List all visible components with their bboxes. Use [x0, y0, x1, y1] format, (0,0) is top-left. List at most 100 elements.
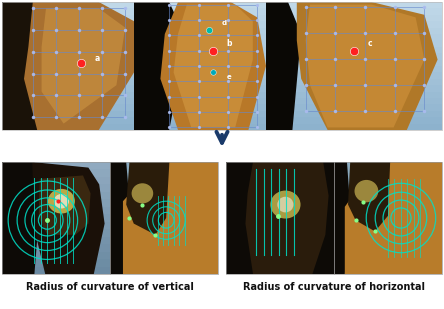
Bar — [334, 229, 442, 240]
Polygon shape — [24, 2, 134, 130]
Bar — [2, 177, 218, 184]
Polygon shape — [305, 5, 424, 127]
Bar — [2, 169, 218, 177]
Text: c: c — [367, 39, 372, 48]
Polygon shape — [160, 2, 266, 130]
Bar — [2, 21, 442, 28]
Bar — [110, 229, 218, 240]
Ellipse shape — [270, 191, 301, 218]
Bar — [2, 2, 442, 8]
Bar — [2, 214, 218, 222]
Bar — [110, 196, 218, 207]
Bar — [2, 184, 218, 192]
Polygon shape — [334, 162, 350, 274]
Bar — [226, 184, 442, 192]
Polygon shape — [126, 162, 170, 235]
Text: Radius of curvature of horizontal: Radius of curvature of horizontal — [243, 282, 425, 292]
Polygon shape — [348, 162, 390, 231]
Bar — [2, 2, 442, 130]
Bar — [226, 162, 334, 274]
Bar — [2, 91, 442, 98]
Polygon shape — [2, 162, 40, 274]
Ellipse shape — [354, 180, 378, 202]
Bar — [2, 192, 218, 199]
Bar — [226, 229, 442, 237]
Polygon shape — [110, 162, 130, 274]
Bar — [2, 162, 218, 274]
Bar — [334, 162, 442, 173]
Bar — [226, 259, 442, 267]
Bar — [2, 8, 442, 15]
Bar — [2, 15, 442, 21]
Bar — [334, 263, 442, 274]
Bar — [2, 72, 442, 79]
Polygon shape — [266, 2, 301, 130]
Bar — [226, 169, 442, 177]
Bar — [110, 252, 218, 263]
Bar — [334, 184, 442, 196]
Bar — [2, 117, 442, 124]
Text: a: a — [95, 54, 99, 63]
Ellipse shape — [278, 197, 293, 212]
Bar — [2, 104, 442, 111]
Polygon shape — [32, 162, 105, 274]
Bar — [334, 207, 442, 218]
Bar — [2, 66, 442, 72]
Bar — [2, 229, 218, 237]
Polygon shape — [174, 5, 253, 127]
Bar — [2, 60, 442, 66]
Bar — [110, 218, 218, 229]
Bar — [226, 237, 442, 244]
Bar — [2, 199, 218, 207]
Bar — [2, 40, 442, 47]
Bar — [226, 244, 442, 252]
Bar — [334, 240, 442, 252]
Ellipse shape — [54, 194, 69, 209]
Bar — [2, 28, 442, 34]
Bar — [226, 192, 442, 199]
Polygon shape — [246, 162, 329, 274]
Polygon shape — [39, 176, 91, 235]
Bar — [2, 111, 442, 117]
Bar — [2, 252, 218, 259]
Polygon shape — [2, 2, 81, 130]
Text: b: b — [226, 39, 232, 48]
Bar — [226, 252, 442, 259]
Polygon shape — [345, 162, 442, 274]
Bar — [2, 79, 442, 85]
Bar — [2, 259, 218, 267]
Bar — [2, 34, 442, 40]
Bar — [2, 85, 442, 91]
Bar — [226, 222, 442, 229]
Polygon shape — [42, 8, 125, 124]
Bar — [334, 196, 442, 207]
Ellipse shape — [48, 189, 75, 214]
Text: e: e — [226, 74, 231, 80]
Bar — [2, 162, 218, 169]
Bar — [226, 162, 442, 169]
Polygon shape — [297, 2, 438, 130]
Bar — [226, 199, 442, 207]
Bar — [2, 47, 442, 53]
Ellipse shape — [131, 183, 153, 203]
Bar — [2, 244, 218, 252]
Bar — [2, 237, 218, 244]
Bar — [110, 162, 218, 173]
Bar — [2, 207, 218, 214]
Bar — [2, 53, 442, 60]
Polygon shape — [134, 2, 187, 130]
Bar — [226, 214, 442, 222]
Bar — [110, 240, 218, 252]
Bar — [110, 207, 218, 218]
Bar — [226, 207, 442, 214]
Bar — [226, 177, 442, 184]
Bar — [110, 173, 218, 184]
Bar — [2, 124, 442, 130]
Bar — [110, 263, 218, 274]
Bar — [110, 184, 218, 196]
Bar — [226, 267, 442, 274]
Bar — [334, 252, 442, 263]
Bar — [2, 267, 218, 274]
Bar — [226, 162, 442, 274]
Text: d: d — [222, 20, 227, 26]
